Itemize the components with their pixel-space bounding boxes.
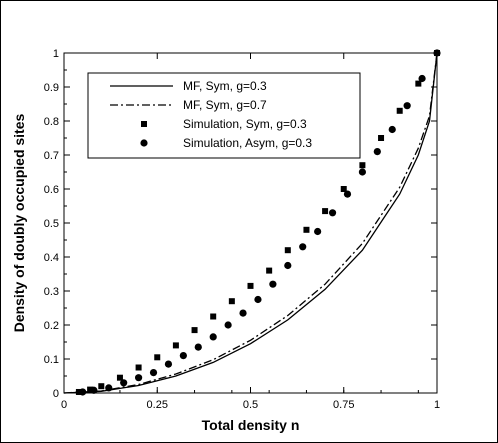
y-tick-label: 0.5 — [44, 218, 59, 230]
data-point — [266, 267, 273, 274]
data-point — [314, 227, 322, 236]
series-1 — [63, 52, 438, 394]
y-tick-label: 0.6 — [44, 184, 59, 196]
data-point — [135, 374, 143, 382]
data-point — [224, 321, 232, 329]
legend-item: Simulation, Asym, g=0.3 — [140, 136, 312, 150]
data-point — [239, 309, 247, 317]
data-point — [87, 386, 94, 393]
data-point — [154, 354, 161, 361]
legend-label: Simulation, Sym, g=0.3 — [183, 117, 307, 131]
data-point — [403, 102, 411, 110]
data-point — [194, 343, 202, 351]
data-point — [396, 107, 403, 114]
data-point — [209, 333, 217, 341]
data-point — [373, 148, 381, 156]
data-point — [191, 327, 198, 334]
legend-item: MF, Sym, g=0.3 — [110, 79, 267, 93]
ticks: 0 0.25 0.5 0.75 1 0 0.1 0.2 0.3 0.4 0.5 0.6 0.7 0.8 0.… — [44, 48, 440, 411]
y-axis-title: Density of doubly occupied sites — [11, 113, 27, 332]
y-tick-label: 0.7 — [44, 150, 59, 162]
series-line — [63, 52, 438, 394]
data-point — [254, 295, 262, 304]
x-tick-label: 0.5 — [243, 399, 258, 411]
data-point — [135, 364, 142, 371]
data-point — [343, 190, 352, 198]
y-tick-label: 0.2 — [44, 320, 59, 332]
x-axis-title: Total density n — [202, 417, 300, 433]
y-tick-label: 0.3 — [44, 286, 59, 298]
y-tick-label: 1 — [53, 48, 59, 60]
data-point — [164, 360, 173, 368]
legend-swatch — [141, 121, 147, 127]
series — [63, 49, 441, 396]
data-point — [299, 243, 307, 251]
legend-box — [87, 72, 361, 159]
data-point — [418, 74, 426, 83]
data-point — [433, 49, 441, 57]
data-point — [98, 383, 105, 390]
data-point — [284, 247, 291, 254]
data-point — [75, 388, 82, 395]
data-point — [269, 280, 277, 288]
data-point — [149, 369, 158, 377]
series-line — [63, 52, 438, 394]
data-point — [328, 209, 337, 217]
data-point — [388, 125, 396, 134]
series-2 — [63, 52, 438, 394]
data-point — [179, 352, 187, 360]
series-3 — [75, 50, 440, 395]
data-point — [247, 282, 254, 289]
x-tick-label: 1 — [434, 399, 440, 411]
data-point — [359, 162, 366, 169]
data-point — [116, 374, 123, 381]
legend-label: MF, Sym, g=0.7 — [183, 98, 267, 112]
legend-label: Simulation, Asym, g=0.3 — [183, 136, 312, 150]
y-tick-label: 0.9 — [44, 82, 59, 94]
y-tick-label: 0.1 — [44, 354, 59, 366]
data-point — [172, 342, 179, 349]
x-tick-label: 0 — [61, 399, 67, 411]
data-point — [322, 208, 329, 215]
series-4 — [79, 49, 441, 396]
data-point — [378, 135, 385, 141]
data-point — [340, 186, 347, 192]
x-tick-label: 0.25 — [147, 399, 168, 411]
x-tick-label: 0.75 — [333, 399, 354, 411]
y-tick-label: 0.4 — [44, 252, 59, 264]
data-point — [358, 168, 366, 176]
y-tick-label: 0 — [53, 388, 59, 400]
data-point — [79, 388, 87, 396]
legend-label: MF, Sym, g=0.3 — [183, 79, 267, 93]
legend-item: Simulation, Sym, g=0.3 — [141, 117, 307, 131]
data-point — [228, 298, 235, 305]
data-point — [105, 384, 113, 392]
data-point — [120, 379, 128, 387]
legend: MF, Sym, g=0.3 MF, Sym, g=0.7 Simulation, … — [87, 72, 361, 159]
data-point — [90, 386, 98, 394]
y-tick-label: 0.8 — [44, 116, 59, 128]
legend-item: MF, Sym, g=0.7 — [110, 98, 267, 112]
data-point — [210, 313, 217, 320]
legend-swatch — [140, 139, 148, 147]
data-point — [303, 226, 310, 233]
data-point — [284, 261, 292, 270]
data-point — [415, 80, 422, 87]
